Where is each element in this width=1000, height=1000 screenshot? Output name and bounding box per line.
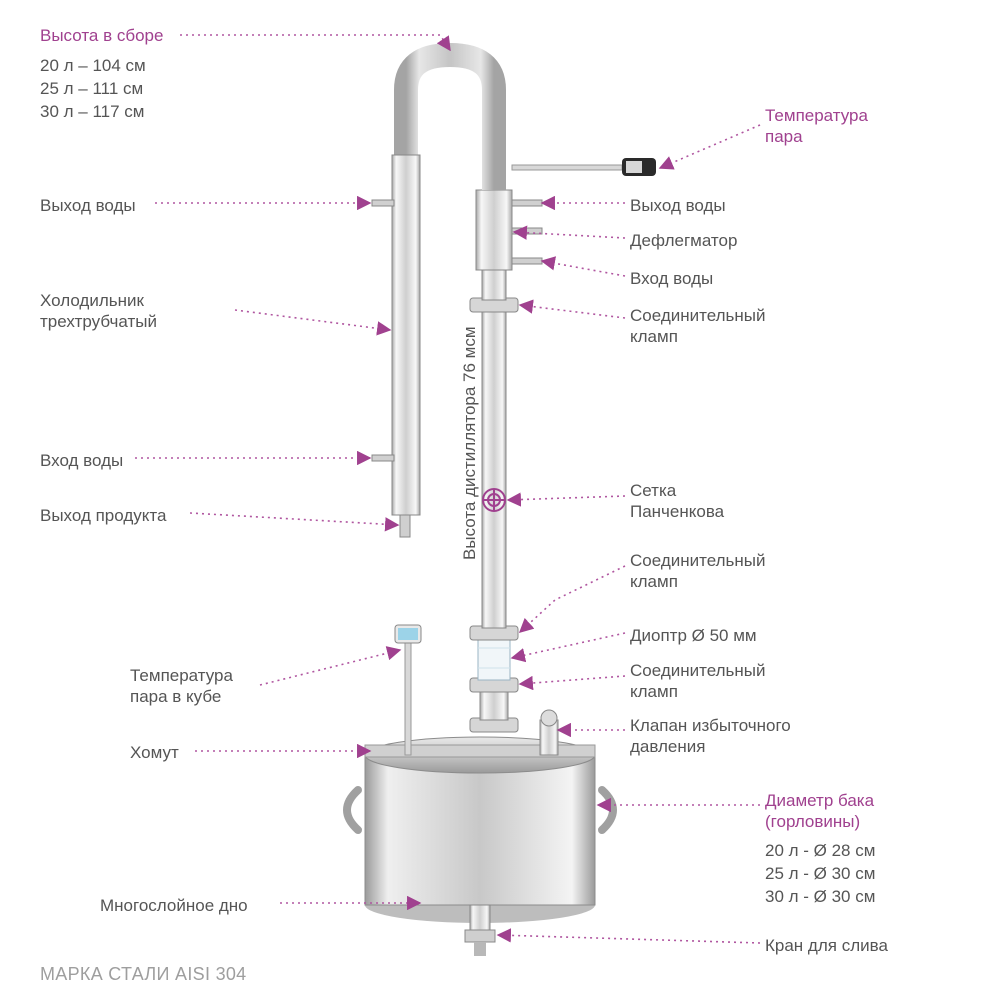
label-water-in-r: Вход воды xyxy=(630,268,713,289)
footer-steel: МАРКА СТАЛИ AISI 304 xyxy=(40,964,247,985)
label-assembly-2: 25 л – 111 см xyxy=(40,78,143,99)
label-water-out-l: Выход воды xyxy=(40,195,136,216)
label-assembly-1: 20 л – 104 см xyxy=(40,55,146,76)
label-clamp1: Соединительный кламп xyxy=(630,305,765,348)
label-temp-steam: Температура пара xyxy=(765,105,868,148)
label-drain: Кран для слива xyxy=(765,935,888,956)
label-valve: Клапан избыточного давления xyxy=(630,715,791,758)
label-tank-title: Диаметр бака (горловины) xyxy=(765,790,874,833)
label-cooler: Холодильник трехтрубчатый xyxy=(40,290,157,333)
diagram-stage: { "colors":{ "accent":"#a0418f", "text":… xyxy=(0,0,1000,1000)
label-assembly-3: 30 л – 117 см xyxy=(40,101,144,122)
label-water-in-l: Вход воды xyxy=(40,450,123,471)
label-vertical-height: Высота дистиллятора 76 мсм xyxy=(460,326,480,560)
label-water-out-r: Выход воды xyxy=(630,195,726,216)
label-clamp3: Соединительный кламп xyxy=(630,660,765,703)
label-tank-2: 25 л - Ø 30 см xyxy=(765,863,875,884)
label-temp-cube: Температура пара в кубе xyxy=(130,665,233,708)
label-panch: Сетка Панченкова xyxy=(630,480,724,523)
label-bottom: Многослойное дно xyxy=(100,895,248,916)
label-dioptr: Диоптр Ø 50 мм xyxy=(630,625,757,646)
label-clamp2: Соединительный кламп xyxy=(630,550,765,593)
label-tank-1: 20 л - Ø 28 см xyxy=(765,840,875,861)
label-deflegmator: Дефлегматор xyxy=(630,230,737,251)
label-hose-clamp: Хомут xyxy=(130,742,179,763)
label-tank-3: 30 л - Ø 30 см xyxy=(765,886,875,907)
label-product-out: Выход продукта xyxy=(40,505,166,526)
label-assembly-title: Высота в сборе xyxy=(40,25,163,46)
apparatus xyxy=(347,55,656,956)
